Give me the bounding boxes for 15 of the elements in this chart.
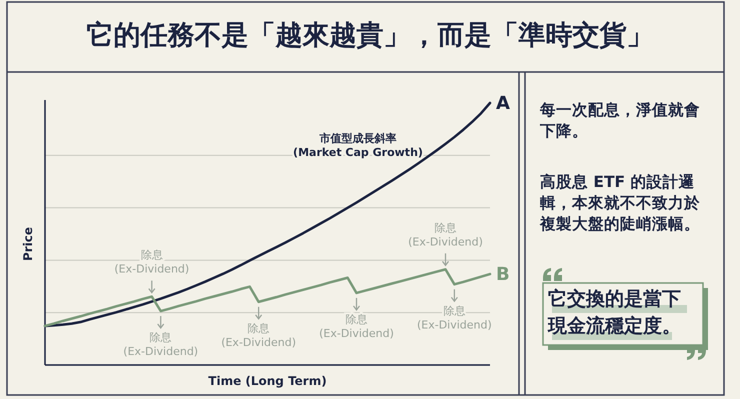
text: 高股息 ETF 的設計邏輯，本來就不不致力於複製大盤的陡峭漲幅。 — [540, 172, 701, 235]
annotation: 除息 (Ex-Dividend) — [221, 322, 296, 349]
annotation: 除息 (Ex-Dividend) — [123, 331, 198, 358]
annotation: 除息 (Ex-Dividend) — [408, 221, 483, 248]
series-label: A — [496, 93, 510, 114]
text: 它交換的是當下現金流穩定度。 — [548, 287, 682, 339]
annotation: 市值型成長斜率 (Market Cap Growth) — [293, 132, 423, 160]
annotation: 除息 (Ex-Dividend) — [319, 312, 394, 340]
text: 每一次配息，淨值就會下降。 — [540, 100, 701, 142]
legend-label: B — [496, 264, 510, 286]
annotation: 除息 (Ex-Dividend) — [416, 304, 492, 332]
y-axis-title: Price — [21, 226, 35, 262]
chart-title: 它的任務不是「越來越貴」，而是「準時交貨」 — [86, 19, 654, 53]
annotation: 除息 (Ex-Dividend) — [114, 248, 190, 276]
x-axis-title: Time (Long Term) — [208, 374, 327, 388]
